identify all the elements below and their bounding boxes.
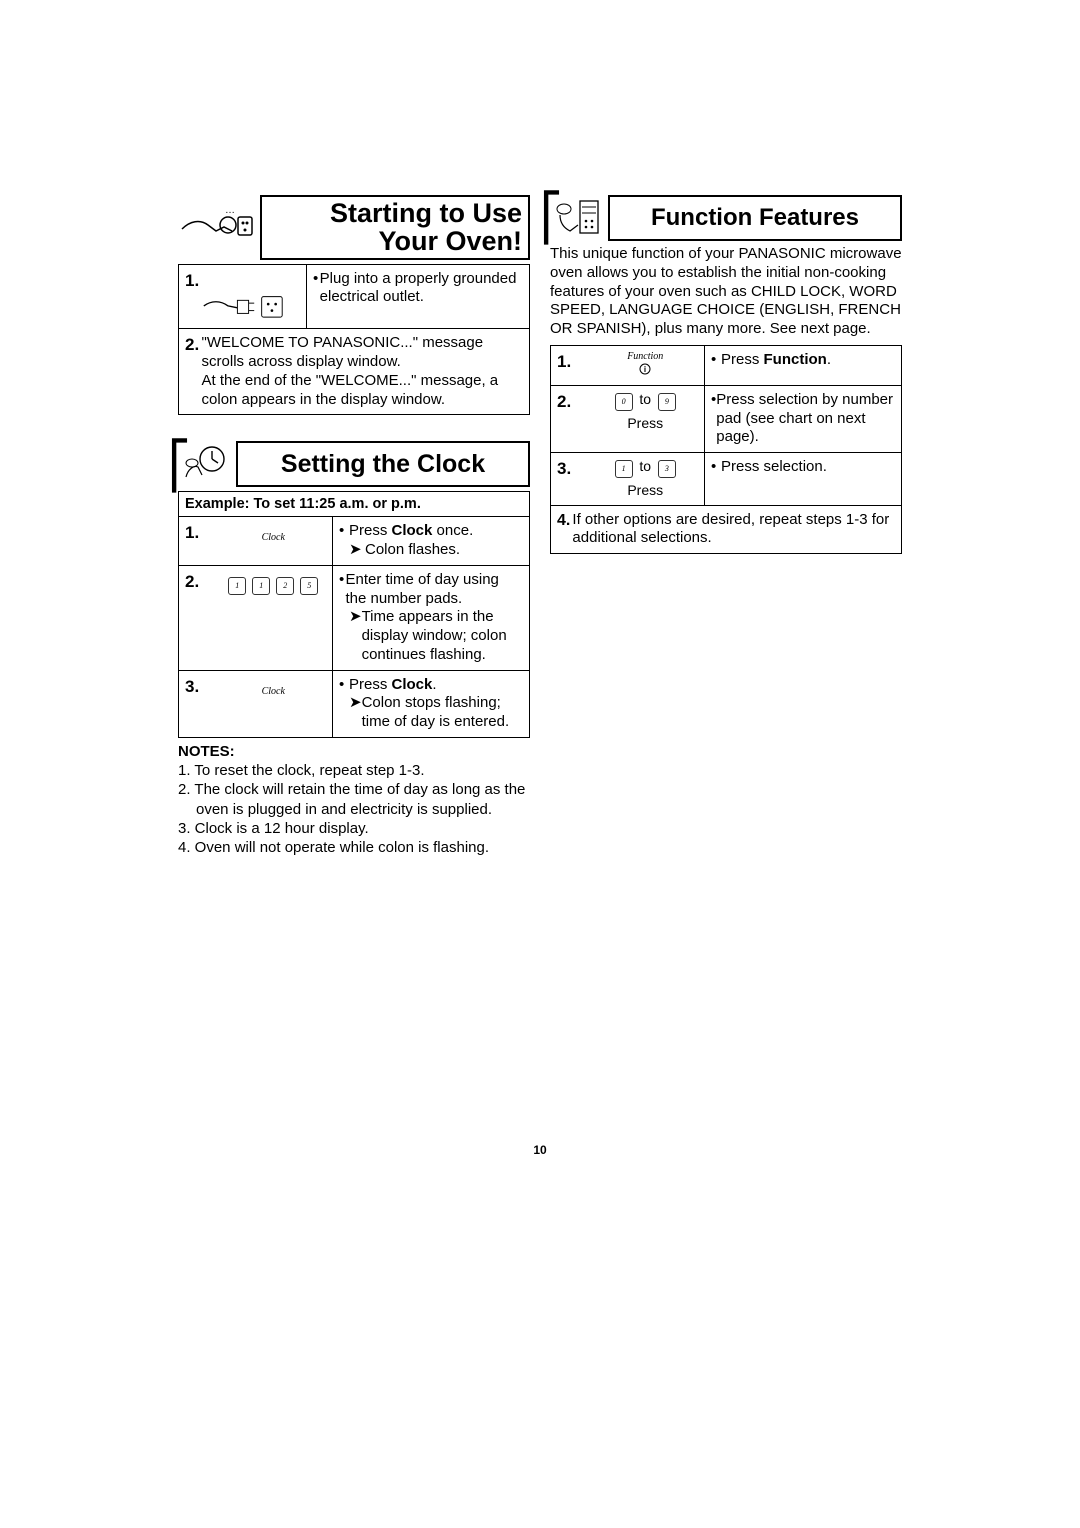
right-column: ⎡ Function Features This unique function: [550, 195, 902, 554]
function-step1-text: •Press Function.: [705, 345, 902, 385]
clock-step3-icon: Clock: [215, 670, 333, 737]
left-column: … Starting to Use Your Oven! 1.: [178, 195, 530, 857]
function-title: Function Features: [608, 195, 902, 241]
t: Press: [349, 676, 392, 693]
step-number: 2.: [179, 565, 215, 670]
clock-button-label: Clock: [221, 532, 327, 545]
press-label: Press: [593, 482, 699, 500]
bracket-left-icon: ⎡: [540, 195, 563, 241]
clock-notes: NOTES: 1. To reset the clock, repeat ste…: [178, 742, 530, 857]
press-label: Press: [593, 415, 699, 433]
note-item: 4. Oven will not operate while colon is …: [178, 838, 530, 857]
notes-title: NOTES:: [178, 742, 530, 761]
function-step4-cell: 4. If other options are desired, repeat …: [551, 505, 902, 554]
clock-steps-table: 1. Clock •Press Clock once. ➤Colon flash…: [178, 516, 530, 738]
t: Clock: [392, 522, 433, 539]
function-button-label: Function: [627, 351, 663, 362]
to-label: to: [639, 391, 651, 407]
clock-step2-keys: 1 1 2 5: [215, 565, 333, 670]
clock-step2-text: •Enter time of day using the number pads…: [333, 565, 530, 670]
keypad-key: 2: [276, 577, 294, 595]
t: once.: [432, 522, 473, 539]
plug-outlet-icon: [193, 291, 293, 319]
clock-step3-text: •Press Clock. ➤Colon stops flashing; tim…: [333, 670, 530, 737]
starting-step1-text: •Plug into a properly grounded electrica…: [307, 264, 530, 329]
step-text: "WELCOME TO PANASONIC..." message scroll…: [202, 334, 523, 409]
to-label: to: [639, 458, 651, 474]
manual-page: … Starting to Use Your Oven! 1.: [178, 195, 902, 857]
clock-button-label: Clock: [221, 686, 327, 699]
clock-heading-row: Setting the Clock: [178, 441, 530, 487]
t: Colon stops flashing; time of day is ent…: [362, 694, 523, 732]
t: .: [827, 351, 831, 368]
keypad-key: 1: [252, 577, 270, 595]
starting-step1-left: 1.: [179, 264, 307, 329]
t: Colon flashes.: [365, 541, 460, 560]
hand-plug-icon: …: [178, 195, 256, 251]
starting-steps-table: 1. •Plug into a properly grounded e: [178, 264, 530, 416]
keypad-key: 5: [300, 577, 318, 595]
note-item: 3. Clock is a 12 hour display.: [178, 819, 530, 838]
section-starting: … Starting to Use Your Oven! 1.: [178, 195, 530, 415]
keypad-key: 3: [658, 460, 676, 478]
function-step1-icon: Function i: [587, 345, 705, 385]
bracket-left-icon: ⎡: [168, 443, 191, 489]
step-text: Plug into a properly grounded electrical…: [320, 270, 523, 308]
step-number: 1.: [551, 345, 587, 385]
function-steps-table: 1. Function i •Press Function. 2. 0 to 9: [550, 345, 902, 554]
t: Time appears in the display window; colo…: [362, 608, 523, 664]
clock-step1-icon: Clock: [215, 517, 333, 566]
step-number: 3.: [179, 670, 215, 737]
page-number: 10: [178, 1143, 902, 1157]
step-number: 2.: [185, 334, 202, 409]
function-heading-row: Function Features: [550, 195, 902, 241]
t: If other options are desired, repeat ste…: [572, 511, 895, 549]
info-icon: i: [639, 363, 651, 375]
section-function: ⎡ Function Features This unique function: [550, 195, 902, 554]
keypad-key: 9: [658, 393, 676, 411]
function-step3-icon: 1 to 3 Press: [587, 453, 705, 506]
step-number: 3.: [551, 453, 587, 506]
note-item: 2. The clock will retain the time of day…: [178, 780, 530, 818]
function-intro: This unique function of your PANASONIC m…: [550, 245, 902, 339]
step-number: 4.: [557, 511, 572, 549]
step-number: 2.: [551, 385, 587, 452]
section-clock: ⎡ Setting the Clock Example: To set 11:2…: [178, 441, 530, 857]
t: Press: [721, 351, 764, 368]
t: Press selection by number pad (see chart…: [716, 391, 895, 447]
t: Enter time of day using the number pads.: [345, 571, 523, 609]
clock-example-header: Example: To set 11:25 a.m. or p.m.: [178, 491, 530, 516]
t: Press: [349, 522, 392, 539]
svg-text:…: …: [225, 205, 235, 216]
t: .: [432, 676, 436, 693]
keypad-key: 1: [615, 460, 633, 478]
note-item: 1. To reset the clock, repeat step 1-3.: [178, 761, 530, 780]
function-step3-text: •Press selection.: [705, 453, 902, 506]
clock-title: Setting the Clock: [236, 441, 530, 487]
keypad-key: 0: [615, 393, 633, 411]
svg-text:i: i: [644, 365, 646, 374]
t: Function: [764, 351, 827, 368]
starting-title: Starting to Use Your Oven!: [260, 195, 530, 260]
t: Press selection.: [721, 458, 827, 477]
function-step2-text: •Press selection by number pad (see char…: [705, 385, 902, 452]
step-number: 1.: [185, 270, 300, 291]
t: Clock: [392, 676, 433, 693]
step-number: 1.: [179, 517, 215, 566]
function-step2-icon: 0 to 9 Press: [587, 385, 705, 452]
clock-step1-text: •Press Clock once. ➤Colon flashes.: [333, 517, 530, 566]
starting-heading-row: … Starting to Use Your Oven!: [178, 195, 530, 260]
starting-step2-cell: 2. "WELCOME TO PANASONIC..." message scr…: [179, 329, 530, 415]
keypad-key: 1: [228, 577, 246, 595]
